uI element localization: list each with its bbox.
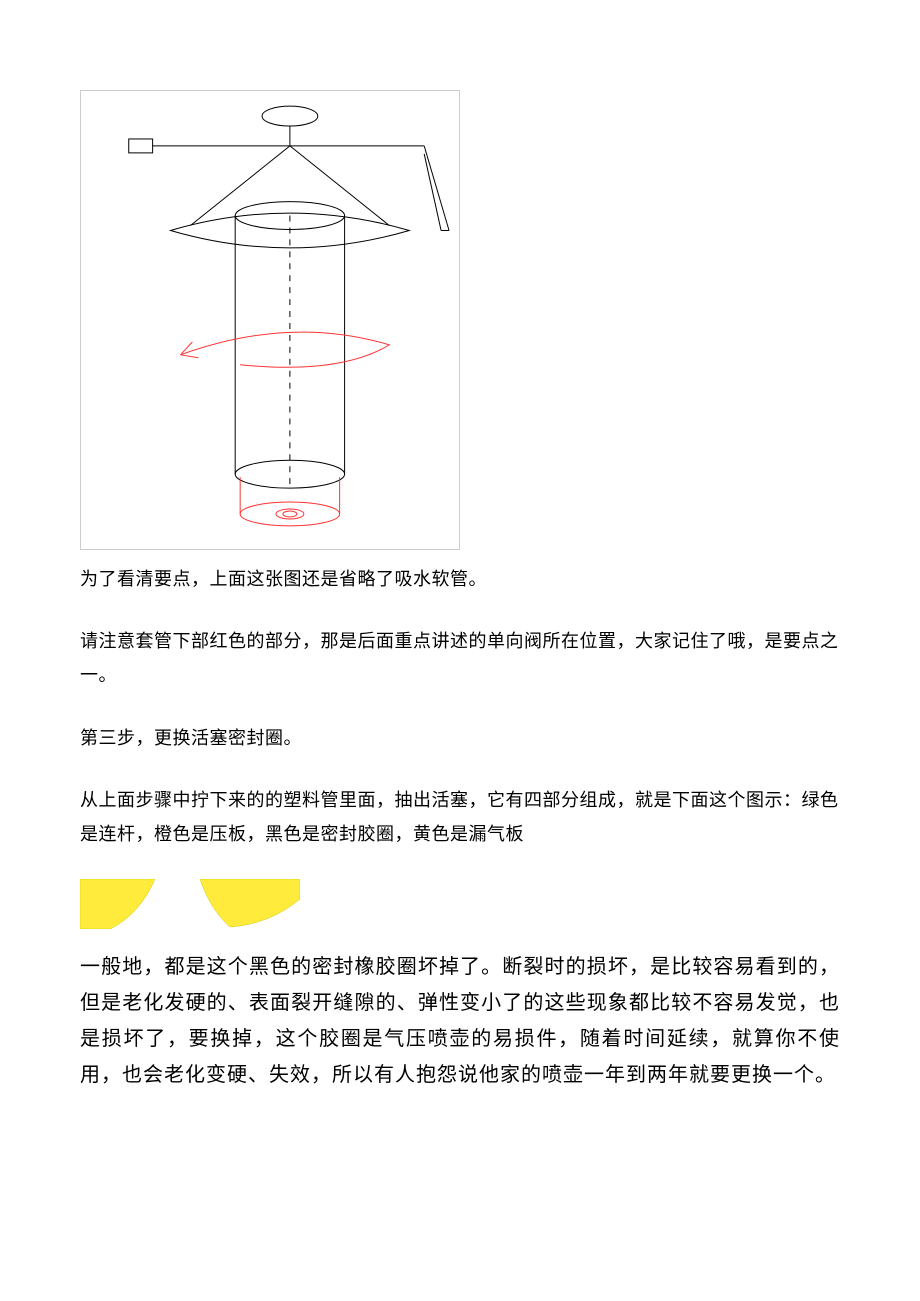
piston-parts-image [80, 879, 300, 929]
paragraph-3: 第三步，更换活塞密封圈。 [80, 721, 840, 755]
paragraph-2: 请注意套管下部红色的部分，那是后面重点讲述的单向阀所在位置，大家记住了哦，是要点… [80, 624, 840, 692]
diagram-svg [81, 91, 459, 549]
paragraph-1: 为了看清要点，上面这张图还是省略了吸水软管。 [80, 562, 840, 596]
paragraph-5: 一般地，都是这个黑色的密封橡胶圈坏掉了。断裂时的损坏，是比较容易看到的，但是老化… [80, 949, 840, 1093]
paragraph-4: 从上面步骤中拧下来的的塑料管里面，抽出活塞，它有四部分组成，就是下面这个图示：绿… [80, 783, 840, 851]
sprayer-diagram [80, 90, 460, 550]
